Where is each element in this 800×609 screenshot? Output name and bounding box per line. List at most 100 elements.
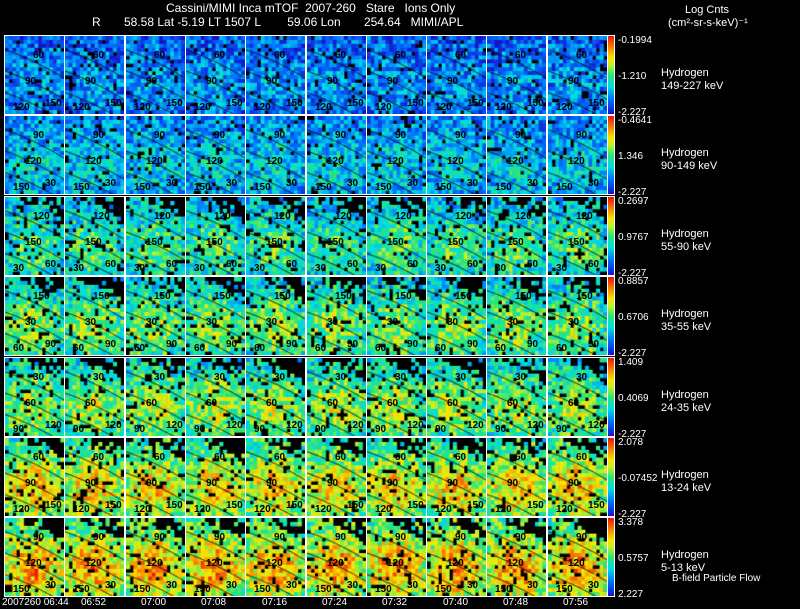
heatmap-panel: 90 120 150 30	[125, 517, 186, 597]
heatmap-panel: 60 90 120 150	[245, 437, 306, 517]
row-label: Hydrogen 13-24 keV	[661, 469, 712, 494]
colorbar-tick-label: -2.227	[618, 187, 647, 198]
heatmap-panel: 90 120 150 30	[426, 115, 487, 195]
colorbar-tick-label: -2.227	[618, 509, 647, 520]
heatmap-panel: 150 30 60 90	[366, 276, 427, 356]
heatmap-panel: 90 120 150 30	[125, 115, 186, 195]
colorbar-tick-label: -0.4641	[618, 115, 652, 126]
heatmap-panel: 60 90 120 150	[64, 437, 125, 517]
heatmap-panel: 30 60 90 120	[366, 357, 427, 437]
heatmap-panel: 120 150 30 60	[366, 196, 427, 276]
heatmap-panel: 90 120 150 30	[4, 517, 65, 597]
heatmap-panel: 60 90 120 150	[4, 437, 65, 517]
heatmap-panel: 90 120 150 30	[245, 115, 306, 195]
heatmap-panel: 90 120 150 30	[185, 517, 246, 597]
heatmap-panel: 90 120 150 30	[486, 115, 547, 195]
row-label: Hydrogen 55-90 keV	[661, 228, 712, 253]
heatmap-panel: 90 120 150 30	[547, 517, 608, 597]
heatmap-panel: 30 60 90 120	[125, 357, 186, 437]
heatmap-panel: 60 90 120 150	[366, 35, 427, 115]
heatmap-panel: 150 30 60 90	[64, 276, 125, 356]
colorbar-tick-label: 3.378	[618, 517, 644, 528]
x-tick-label: 07:16	[262, 597, 288, 608]
heatmap-panel: 60 90 120 150	[185, 35, 246, 115]
heatmap-panel: 60 90 120 150	[366, 437, 427, 517]
colorbar-tick-label: 2.078	[618, 437, 644, 448]
x-tick-label: 07:40	[443, 597, 469, 608]
heatmap-panel: 60 90 120 150	[185, 437, 246, 517]
x-tick-label: 07:08	[201, 597, 227, 608]
colorbar-tick-label: 0.5757	[618, 553, 649, 564]
colorbar-tick-label: -2.227	[618, 268, 647, 279]
colorbar	[607, 35, 615, 115]
heatmap-panel: 90 120 150 30	[426, 517, 487, 597]
chart-subtitle: R 58.58 Lat -5.19 LT 1507 L 59.06 Lon 25…	[92, 15, 464, 29]
heatmap-panel: 90 120 150 30	[306, 115, 367, 195]
x-tick-label: 07:32	[382, 597, 408, 608]
colorbar-tick-label: -1.210	[618, 71, 647, 82]
colorbar-tick-label: -2.227	[618, 107, 647, 118]
heatmap-panel: 120 150 30 60	[185, 196, 246, 276]
chart-title: Cassini/MIMI Inca mTOF 2007-260 Stare Io…	[166, 1, 456, 15]
x-tick-label: 07:00	[141, 597, 167, 608]
heatmap-panel: 60 90 120 150	[125, 35, 186, 115]
colorbar-tick-label: 0.2697	[618, 196, 649, 207]
heatmap-panel: 60 90 120 150	[486, 437, 547, 517]
heatmap-panel: 90 120 150 30	[185, 115, 246, 195]
colorbar-tick-label: -2.227	[618, 429, 647, 440]
colorbar-tick-label: -0.1994	[618, 35, 652, 46]
heatmap-panel: 60 90 120 150	[547, 437, 608, 517]
heatmap-panel: 60 90 120 150	[125, 437, 186, 517]
heatmap-panel: 150 30 60 90	[306, 276, 367, 356]
heatmap-panel: 90 120 150 30	[547, 115, 608, 195]
heatmap-panel: 150 30 60 90	[185, 276, 246, 356]
heatmap-panel: 30 60 90 120	[547, 357, 608, 437]
colorbar	[607, 357, 615, 437]
heatmap-panel: 120 150 30 60	[486, 196, 547, 276]
heatmap-panel: 150 30 60 90	[4, 276, 65, 356]
colorbar-tick-label: 1.346	[618, 151, 644, 162]
row-label: Hydrogen 90-149 keV	[661, 147, 718, 172]
heatmap-panel: 30 60 90 120	[426, 357, 487, 437]
heatmap-panel: 150 30 60 90	[245, 276, 306, 356]
heatmap-panel: 60 90 120 150	[306, 35, 367, 115]
heatmap-panel: 90 120 150 30	[4, 115, 65, 195]
colorbar	[607, 276, 615, 356]
heatmap-panel: 30 60 90 120	[306, 357, 367, 437]
heatmap-panel: 60 90 120 150	[547, 35, 608, 115]
heatmap-panel: 60 90 120 150	[486, 35, 547, 115]
heatmap-panel: 120 150 30 60	[426, 196, 487, 276]
heatmap-panel: 60 90 120 150	[64, 35, 125, 115]
colorbar-tick-label: -0.07452	[618, 473, 658, 484]
colorbar-unit-label: Log Cnts	[685, 4, 730, 16]
x-tick-label: 07:24	[322, 597, 348, 608]
heatmap-panel: 120 150 30 60	[306, 196, 367, 276]
heatmap-panel: 120 150 30 60	[547, 196, 608, 276]
heatmap-panel: 60 90 120 150	[426, 35, 487, 115]
heatmap-panel: 30 60 90 120	[4, 357, 65, 437]
colorbar	[607, 437, 615, 517]
heatmap-panel: 90 120 150 30	[245, 517, 306, 597]
colorbar-tick-label: -2.227	[618, 348, 647, 359]
x-tick-label: 07:56	[563, 597, 589, 608]
heatmap-panel: 30 60 90 120	[486, 357, 547, 437]
b-field-label: B-field Particle Flow	[672, 573, 761, 584]
colorbar	[607, 115, 615, 195]
heatmap-panel: 120 150 30 60	[245, 196, 306, 276]
heatmap-panel: 120 150 30 60	[64, 196, 125, 276]
colorbar-tick-label: 1.409	[618, 357, 644, 368]
heatmap-panel: 90 120 150 30	[306, 517, 367, 597]
heatmap-panel: 150 30 60 90	[125, 276, 186, 356]
row-label: Hydrogen 149-227 keV	[661, 67, 724, 92]
colorbar	[607, 196, 615, 276]
heatmap-panel: 90 120 150 30	[366, 115, 427, 195]
heatmap-panel: 90 120 150 30	[486, 517, 547, 597]
colorbar	[607, 517, 615, 597]
colorbar-tick-label: 2.227	[618, 589, 644, 600]
heatmap-panel: 30 60 90 120	[64, 357, 125, 437]
x-tick-label: 06:52	[81, 597, 107, 608]
heatmap-panel: 60 90 120 150	[245, 35, 306, 115]
colorbar-tick-label: 0.4069	[618, 393, 649, 404]
heatmap-panel: 30 60 90 120	[245, 357, 306, 437]
heatmap-panel: 60 90 120 150	[4, 35, 65, 115]
